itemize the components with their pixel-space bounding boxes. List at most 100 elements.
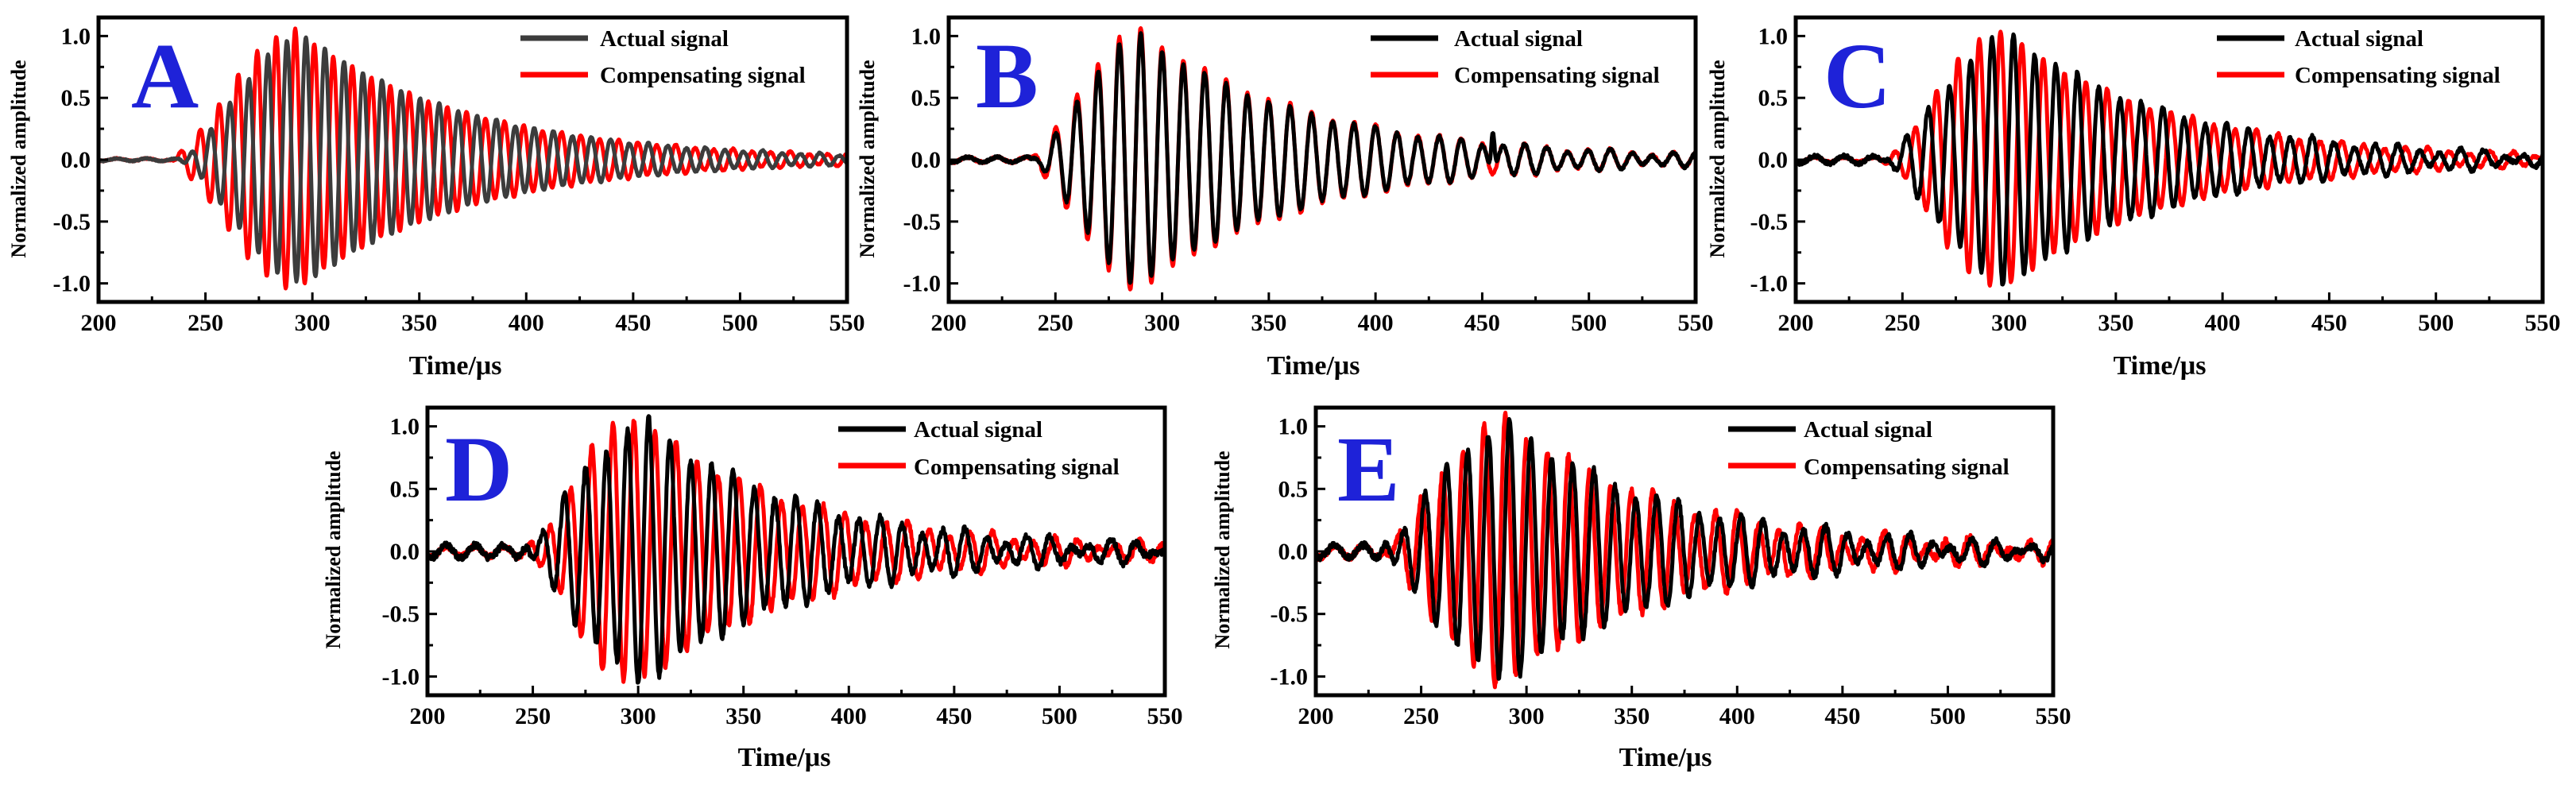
panel-label: E [1337,417,1400,521]
x-tick-label: 500 [1930,703,1966,729]
legend-label-compensating: Compensating signal [1454,63,1660,88]
y-axis-label: Normalized amplitude [856,60,879,257]
x-tick-label: 550 [830,310,865,336]
panel-c: Normalized amplitude Time/μs C Actual si… [1706,15,2561,381]
x-tick-label: 300 [1991,310,2027,336]
x-tick-label: 550 [2036,703,2071,729]
x-tick-label: 450 [936,703,972,729]
panel-e: Normalized amplitude Time/μs E Actual si… [1211,405,2071,772]
legend-label-actual: Actual signal [2295,26,2423,52]
x-tick-label: 200 [1298,703,1334,729]
y-axis-label: Normalized amplitude [1211,451,1234,648]
x-tick-label: 500 [722,310,758,336]
y-tick-label: -1.0 [382,663,420,690]
x-tick-label: 550 [2525,310,2561,336]
x-tick-label: 250 [1038,310,1073,336]
y-tick-label: 1.0 [1278,414,1309,440]
legend-label-compensating: Compensating signal [914,454,1120,480]
y-tick-label: -1.0 [53,271,91,297]
panel-b: Normalized amplitude Time/μs B Actual si… [856,15,1714,381]
x-tick-label: 200 [931,310,967,336]
x-tick-label: 350 [1614,703,1650,729]
y-tick-label: 0.5 [61,85,91,111]
x-tick-label: 400 [2205,310,2241,336]
y-tick-label: 0.5 [911,85,942,111]
y-tick-label: -1.0 [1750,271,1789,297]
y-tick-label: -1.0 [903,271,942,297]
x-tick-label: 450 [1824,703,1860,729]
x-tick-label: 250 [1403,703,1439,729]
x-tick-label: 250 [515,703,551,729]
x-tick-label: 200 [81,310,117,336]
y-tick-label: -0.5 [382,601,420,628]
x-axis-label: Time/μs [1267,351,1360,381]
legend-label-actual: Actual signal [1454,26,1583,52]
y-tick-label: 1.0 [390,414,420,440]
x-axis-label: Time/μs [409,351,502,381]
y-tick-label: -0.5 [903,209,942,235]
x-tick-label: 550 [1147,703,1183,729]
series-line-actual [946,31,1697,285]
y-tick-label: -0.5 [1271,601,1309,628]
y-tick-label: 0.0 [390,539,420,565]
x-axis-label: Time/μs [2114,351,2207,381]
y-axis-label: Normalized amplitude [7,60,30,257]
x-tick-label: 350 [725,703,761,729]
series-line-actual [425,414,1167,685]
panel-label: D [445,417,512,521]
panel-label: A [131,24,199,128]
x-tick-label: 250 [1885,310,1920,336]
y-tick-label: 0.5 [1758,85,1789,111]
panel-label: B [976,24,1039,128]
x-tick-label: 300 [295,310,331,336]
y-tick-label: 0.0 [1758,147,1789,173]
panel-a: Normalized amplitude Time/μs A Actual si… [7,15,865,381]
y-axis-label: Normalized amplitude [322,451,345,648]
legend-label-actual: Actual signal [914,417,1042,443]
x-tick-label: 400 [509,310,544,336]
panel-d: Normalized amplitude Time/μs D Actual si… [322,405,1183,772]
x-tick-label: 450 [1464,310,1500,336]
x-tick-label: 500 [2418,310,2454,336]
y-tick-label: 0.0 [911,147,942,173]
x-tick-label: 350 [2098,310,2133,336]
y-tick-label: 0.0 [61,147,91,173]
series-line-actual [1794,32,2545,287]
series-line-actual [1313,416,2055,681]
x-axis-label: Time/μs [738,743,831,772]
y-tick-label: -0.5 [53,209,91,235]
x-tick-label: 400 [831,703,867,729]
x-axis-label: Time/μs [1619,743,1712,772]
x-tick-label: 250 [188,310,223,336]
x-tick-label: 200 [1778,310,1814,336]
y-tick-label: -0.5 [1750,209,1789,235]
legend-label-compensating: Compensating signal [2295,63,2501,88]
x-tick-label: 350 [401,310,437,336]
y-tick-label: 0.0 [1278,539,1309,565]
x-tick-label: 450 [2311,310,2347,336]
y-tick-label: 1.0 [1758,23,1789,49]
legend-label-actual: Actual signal [600,26,729,52]
y-tick-label: 1.0 [61,23,91,49]
x-tick-label: 500 [1042,703,1077,729]
x-tick-label: 400 [1358,310,1394,336]
x-tick-label: 450 [615,310,651,336]
series-line-actual [97,35,849,284]
y-tick-label: 0.5 [390,476,420,502]
y-tick-label: 1.0 [911,23,942,49]
x-tick-label: 300 [1144,310,1180,336]
y-tick-label: -1.0 [1271,663,1309,690]
legend-label-compensating: Compensating signal [1804,454,2009,480]
x-tick-label: 550 [1678,310,1714,336]
y-tick-label: 0.5 [1278,476,1309,502]
y-axis-label: Normalized amplitude [1706,60,1729,257]
panel-label: C [1824,24,1891,128]
series-line-compensating [1794,29,2544,288]
x-tick-label: 350 [1251,310,1286,336]
x-tick-label: 400 [1719,703,1755,729]
legend-label-compensating: Compensating signal [600,63,806,88]
x-tick-label: 300 [621,703,656,729]
x-tick-label: 500 [1571,310,1607,336]
legend-label-actual: Actual signal [1804,417,1932,443]
x-tick-label: 300 [1509,703,1545,729]
